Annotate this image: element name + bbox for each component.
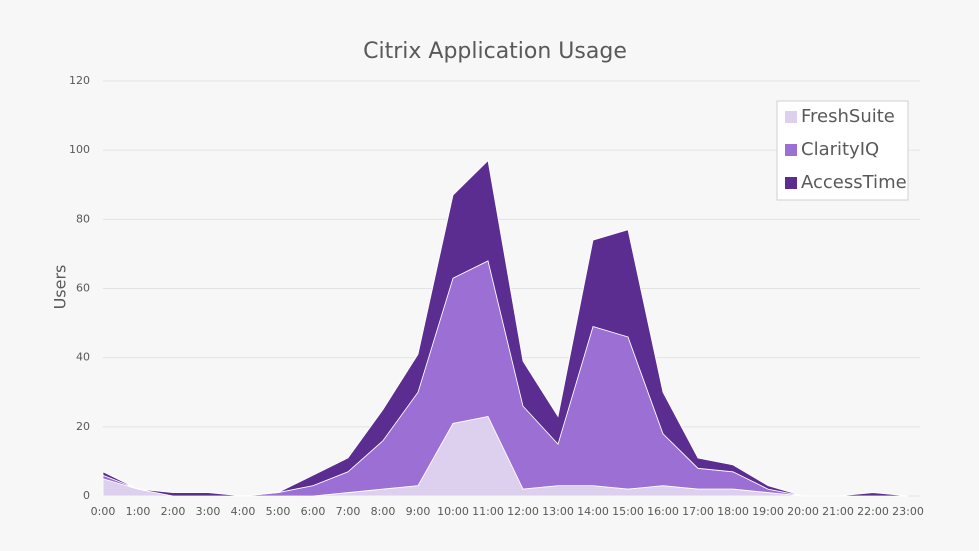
x-tick-label: 14:00 bbox=[577, 505, 609, 518]
x-tick-label: 7:00 bbox=[336, 505, 361, 518]
legend-label: FreshSuite bbox=[801, 106, 895, 127]
y-tick-label: 60 bbox=[76, 282, 90, 295]
legend-box bbox=[776, 100, 909, 201]
x-tick-label: 8:00 bbox=[371, 505, 396, 518]
y-axis-label: Users bbox=[51, 265, 70, 310]
y-tick-label: 80 bbox=[76, 212, 90, 225]
y-tick-label: 20 bbox=[76, 420, 90, 433]
x-tick-label: 1:00 bbox=[126, 505, 151, 518]
x-tick-label: 0:00 bbox=[91, 505, 116, 518]
x-tick-label: 16:00 bbox=[647, 505, 679, 518]
x-tick-label: 10:00 bbox=[437, 505, 469, 518]
x-tick-label: 6:00 bbox=[301, 505, 326, 518]
x-tick-label: 12:00 bbox=[507, 505, 539, 518]
legend-swatch bbox=[785, 111, 797, 123]
x-tick-label: 11:00 bbox=[472, 505, 504, 518]
x-tick-label: 19:00 bbox=[752, 505, 784, 518]
x-tick-label: 9:00 bbox=[406, 505, 431, 518]
x-tick-label: 13:00 bbox=[542, 505, 574, 518]
x-tick-label: 23:00 bbox=[892, 505, 924, 518]
x-tick-label: 21:00 bbox=[822, 505, 854, 518]
x-tick-label: 5:00 bbox=[266, 505, 291, 518]
x-tick-label: 3:00 bbox=[196, 505, 221, 518]
y-tick-label: 120 bbox=[69, 74, 90, 87]
x-tick-label: 17:00 bbox=[682, 505, 714, 518]
y-tick-label: 40 bbox=[76, 351, 90, 364]
chart-title: Citrix Application Usage bbox=[363, 39, 627, 64]
x-tick-label: 15:00 bbox=[612, 505, 644, 518]
legend-swatch bbox=[785, 177, 797, 189]
legend-label: ClarityIQ bbox=[801, 139, 879, 160]
x-tick-label: 18:00 bbox=[717, 505, 749, 518]
x-tick-label: 2:00 bbox=[161, 505, 186, 518]
legend-label: AccessTime bbox=[801, 172, 907, 193]
y-tick-label: 0 bbox=[83, 489, 90, 502]
y-tick-label: 100 bbox=[69, 143, 90, 156]
area bbox=[102, 159, 909, 497]
legend-swatch bbox=[785, 144, 797, 156]
x-tick-label: 22:00 bbox=[857, 505, 889, 518]
x-tick-label: 20:00 bbox=[787, 505, 819, 518]
x-tick-label: 4:00 bbox=[231, 505, 256, 518]
